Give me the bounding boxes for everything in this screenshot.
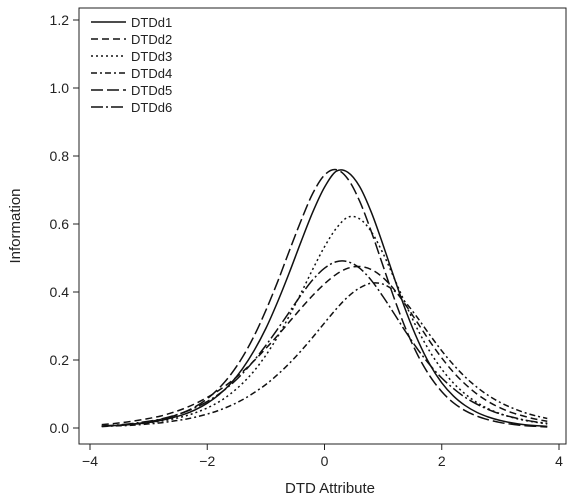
y-axis-title: Information — [7, 188, 24, 263]
x-tick-label: −4 — [82, 453, 98, 469]
y-axis: 0.0 0.2 0.4 0.6 0.8 1.0 1.2 — [50, 12, 79, 436]
legend-label-dtdd3: DTDd3 — [131, 49, 172, 64]
series-line-dtdd5 — [101, 168, 548, 428]
y-tick-label: 0.6 — [50, 216, 70, 232]
x-tick-label: −2 — [199, 453, 215, 469]
series-line-dtdd3 — [101, 215, 548, 428]
legend-label-dtdd4: DTDd4 — [131, 66, 172, 81]
legend-label-dtdd2: DTDd2 — [131, 32, 172, 47]
x-axis-title: DTD Attribute — [285, 480, 375, 497]
series-line-dtdd6 — [101, 260, 548, 427]
y-tick-label: 1.2 — [50, 12, 70, 28]
plot-frame — [78, 7, 567, 445]
legend-label-dtdd1: DTDd1 — [131, 15, 172, 30]
legend-label-dtdd6: DTDd6 — [131, 100, 172, 115]
y-tick-label: 0.2 — [50, 352, 70, 368]
legend-label-dtdd5: DTDd5 — [131, 83, 172, 98]
x-axis: −4 −2 0 2 4 — [82, 444, 563, 469]
series-line-dtdd1 — [101, 169, 548, 428]
x-tick-label: 2 — [438, 453, 446, 469]
y-tick-label: 1.0 — [50, 80, 70, 96]
series-line-dtdd2 — [101, 265, 548, 426]
y-tick-label: 0.4 — [50, 284, 70, 300]
x-tick-label: 0 — [321, 453, 329, 469]
series-line-dtdd4 — [101, 282, 548, 428]
series-layer — [101, 168, 548, 428]
y-tick-label: 0.0 — [50, 420, 70, 436]
y-tick-label: 0.8 — [50, 148, 70, 164]
x-tick-label: 4 — [555, 453, 563, 469]
legend: DTDd1 DTDd2 DTDd3 DTDd4 DTDd5 DTDd6 — [91, 15, 172, 115]
